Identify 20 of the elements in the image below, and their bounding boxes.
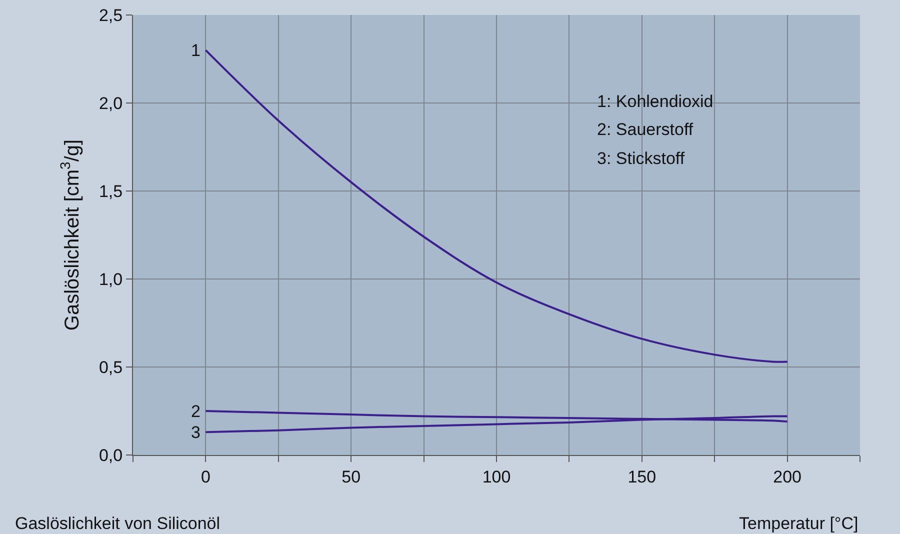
x-tick-label: 0 [200, 467, 210, 486]
y-tick-label: 1,5 [98, 182, 123, 201]
series-label: 3 [191, 423, 200, 442]
x-tick-label: 50 [342, 467, 361, 486]
text: Gaslöslichkeit von Siliconöl [15, 514, 220, 533]
y-tick-label: 0,5 [98, 358, 123, 377]
x-tick-label: 150 [628, 467, 656, 486]
y-tick-label: 0,0 [98, 446, 123, 465]
annotation: 2: Sauerstoff [597, 120, 694, 139]
line-series [204, 49, 788, 363]
annotation: 3: Stickstoff [597, 149, 685, 168]
x-axis-title: Temperatur [°C] [739, 514, 858, 533]
series-label: 1 [191, 41, 200, 60]
y-tick-label: 2,5 [98, 6, 123, 25]
y-tick-label: 2,0 [98, 94, 123, 113]
x-tick-label: 100 [482, 467, 511, 486]
series-label: 2 [191, 402, 200, 421]
y-tick-label: 1,0 [98, 270, 123, 289]
x-tick-label: 200 [773, 467, 802, 486]
annotation: 1: Kohlendioxid [597, 92, 714, 111]
